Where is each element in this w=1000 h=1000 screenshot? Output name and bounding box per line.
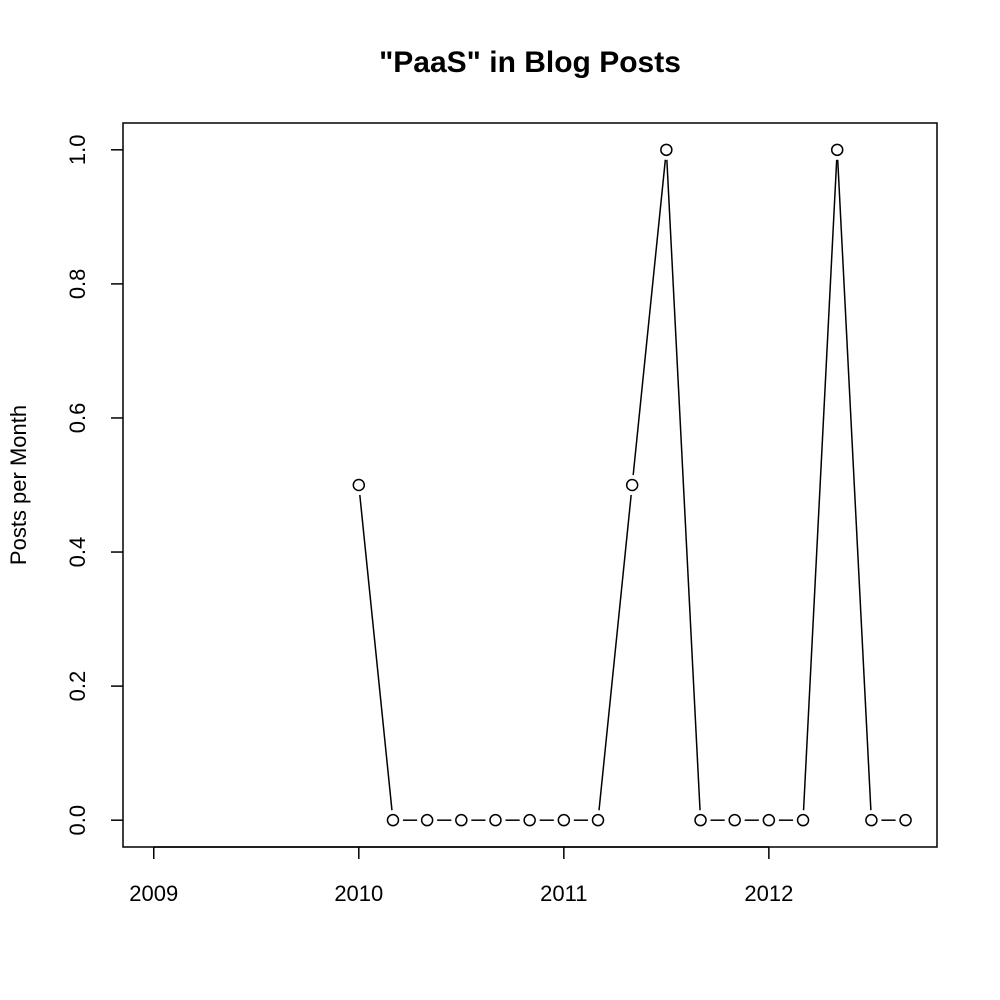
series-segment	[836, 159, 872, 811]
data-point	[796, 813, 810, 827]
y-tick-label: 1.0	[65, 135, 90, 166]
data-point	[455, 813, 468, 827]
x-tick-label: 2009	[129, 881, 178, 906]
data-point	[557, 813, 571, 827]
data-point	[386, 813, 400, 827]
data-point	[420, 813, 434, 827]
y-tick-label: 0.8	[65, 269, 90, 300]
y-axis-label: Posts per Month	[6, 405, 31, 565]
x-tick-label: 2010	[334, 881, 383, 906]
x-tick-label: 2011	[540, 881, 587, 906]
data-point	[899, 813, 912, 827]
plot-frame	[122, 122, 938, 848]
series-segment	[802, 159, 838, 811]
data-point	[728, 813, 741, 827]
series-segment	[632, 159, 667, 476]
x-axis: 2009 2010 2011 2012	[129, 846, 793, 906]
series-line	[359, 159, 896, 821]
series-segment	[598, 494, 632, 811]
y-tick-label: 0.6	[65, 403, 90, 434]
series-segment	[359, 494, 393, 811]
x-tick-label: 2012	[744, 881, 793, 906]
y-tick-label: 0.0	[65, 805, 90, 836]
y-tick-label: 0.2	[65, 671, 90, 702]
data-point	[591, 813, 605, 827]
series-segment	[666, 159, 701, 811]
data-point	[762, 813, 776, 827]
data-point	[523, 813, 536, 827]
y-tick-label: 0.4	[65, 537, 90, 568]
data-point	[660, 143, 673, 157]
y-axis: 0.0 0.2 0.4 0.6 0.8 1.0	[65, 135, 123, 836]
data-point	[352, 478, 366, 492]
data-point	[865, 813, 878, 827]
chart-title: "PaaS" in Blog Posts	[379, 46, 681, 79]
data-point	[625, 478, 639, 492]
data-point	[694, 813, 707, 827]
series-points	[352, 143, 912, 827]
data-point	[830, 143, 844, 157]
data-point	[489, 813, 502, 827]
